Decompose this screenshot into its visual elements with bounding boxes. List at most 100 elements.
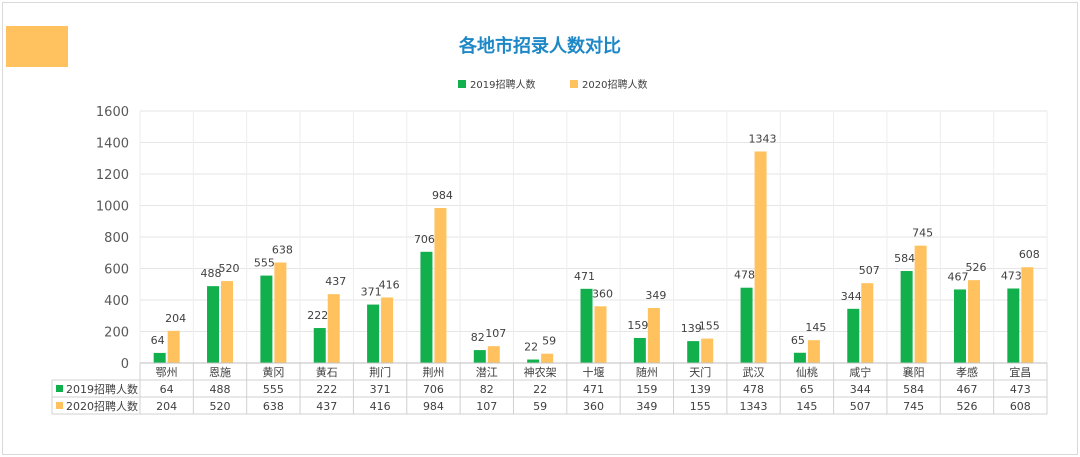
- accent-block: [6, 26, 68, 67]
- bar-2019: [633, 337, 646, 363]
- data-label: 584: [894, 252, 915, 265]
- legend-item-2020: 2020招聘人数: [570, 76, 647, 91]
- table-cell: 64: [160, 383, 174, 396]
- table-cell: 526: [956, 400, 977, 413]
- y-tick-label: 1200: [96, 168, 129, 183]
- bar-2019: [580, 288, 593, 363]
- data-label: 555: [254, 257, 275, 270]
- y-tick-label: 400: [104, 294, 129, 309]
- bar-2019: [153, 352, 166, 363]
- bar-2020: [754, 151, 767, 363]
- x-tick-label: 天门: [689, 365, 711, 379]
- bar-2020: [1021, 267, 1034, 363]
- table-cell: 437: [316, 400, 337, 413]
- x-tick-label: 十堰: [583, 365, 605, 379]
- table-cell: 65: [800, 383, 814, 396]
- table-cell: 1343: [740, 400, 768, 413]
- x-tick-label: 荆门: [369, 365, 391, 379]
- table-legend-key: [56, 385, 63, 392]
- bar-2019: [793, 352, 806, 363]
- bar-2019: [953, 289, 966, 363]
- data-label: 608: [1019, 248, 1040, 261]
- table-series-name: 2020招聘人数: [66, 399, 138, 413]
- data-label: 360: [592, 287, 613, 300]
- data-label: 745: [912, 227, 933, 240]
- table-cell: 416: [370, 400, 391, 413]
- table-cell: 706: [423, 383, 444, 396]
- table-series-name: 2019招聘人数: [66, 382, 138, 396]
- data-label: 65: [791, 334, 805, 347]
- data-label: 520: [219, 262, 240, 275]
- table-cell: 59: [533, 400, 547, 413]
- data-label: 706: [414, 233, 435, 246]
- bar-2020: [807, 340, 820, 363]
- chart-title: 各地市招录人数对比: [459, 36, 621, 57]
- bar-2020: [594, 306, 607, 363]
- legend-swatch-2020: [570, 79, 578, 88]
- bar-2020: [861, 283, 874, 363]
- table-cell: 488: [210, 383, 231, 396]
- bar-2019: [420, 251, 433, 363]
- data-label: 526: [965, 261, 986, 274]
- x-tick-label: 武汉: [743, 366, 765, 379]
- table-cell: 638: [263, 400, 284, 413]
- bar-2020: [381, 297, 394, 363]
- table-cell: 608: [1010, 400, 1031, 413]
- data-label: 488: [201, 267, 222, 280]
- bar-2020: [167, 330, 180, 363]
- bar-2019: [473, 350, 486, 363]
- data-label: 507: [859, 264, 880, 277]
- table-cell: 467: [956, 383, 977, 396]
- x-tick-label: 黄石: [316, 365, 338, 379]
- table-cell: 584: [903, 383, 924, 396]
- table-cell: 204: [156, 400, 177, 413]
- data-label: 139: [681, 322, 702, 335]
- x-tick-label: 襄阳: [903, 365, 925, 379]
- x-tick-label: 荆州: [422, 366, 444, 379]
- x-tick-label: 随州: [636, 365, 658, 379]
- table-cell: 22: [533, 383, 547, 396]
- legend-swatch-2019: [458, 79, 466, 88]
- bar-2019: [1007, 288, 1020, 363]
- data-label: 416: [379, 278, 400, 291]
- table-cell: 82: [480, 383, 494, 396]
- x-tick-label: 恩施: [209, 366, 231, 379]
- bar-2020: [487, 346, 500, 363]
- legend-item-2019: 2019招聘人数: [458, 76, 535, 91]
- y-tick-label: 0: [121, 357, 129, 372]
- data-label: 478: [734, 269, 755, 282]
- bar-2020: [274, 262, 287, 363]
- table-cell: 155: [690, 400, 711, 413]
- data-label: 344: [841, 290, 862, 303]
- table-cell: 745: [903, 400, 924, 413]
- table-legend-key: [56, 402, 63, 409]
- x-tick-label: 黄冈: [262, 365, 284, 379]
- data-label: 107: [485, 327, 506, 340]
- bar-2019: [367, 304, 380, 363]
- data-label: 471: [574, 270, 595, 283]
- bar-2020: [541, 353, 554, 363]
- bar-2019: [207, 286, 220, 363]
- data-label: 82: [471, 331, 485, 344]
- data-label: 473: [1001, 270, 1022, 283]
- bar-2019: [527, 359, 540, 363]
- bar-2019: [260, 275, 273, 363]
- data-label: 349: [645, 289, 666, 302]
- table-cell: 555: [263, 383, 284, 396]
- x-tick-label: 孝感: [956, 366, 978, 379]
- data-label: 22: [524, 341, 538, 354]
- x-tick-label: 宜昌: [1009, 365, 1031, 379]
- table-cell: 222: [316, 383, 337, 396]
- table-cell: 344: [850, 383, 871, 396]
- x-tick-label: 鄂州: [156, 366, 178, 379]
- data-label: 145: [805, 321, 826, 334]
- table-cell: 507: [850, 400, 871, 413]
- table-cell: 107: [476, 400, 497, 413]
- table-cell: 520: [210, 400, 231, 413]
- y-tick-label: 1600: [96, 105, 129, 120]
- x-tick-label: 仙桃: [796, 365, 818, 379]
- bar-2020: [914, 245, 927, 363]
- legend-label-2020: 2020招聘人数: [582, 80, 648, 91]
